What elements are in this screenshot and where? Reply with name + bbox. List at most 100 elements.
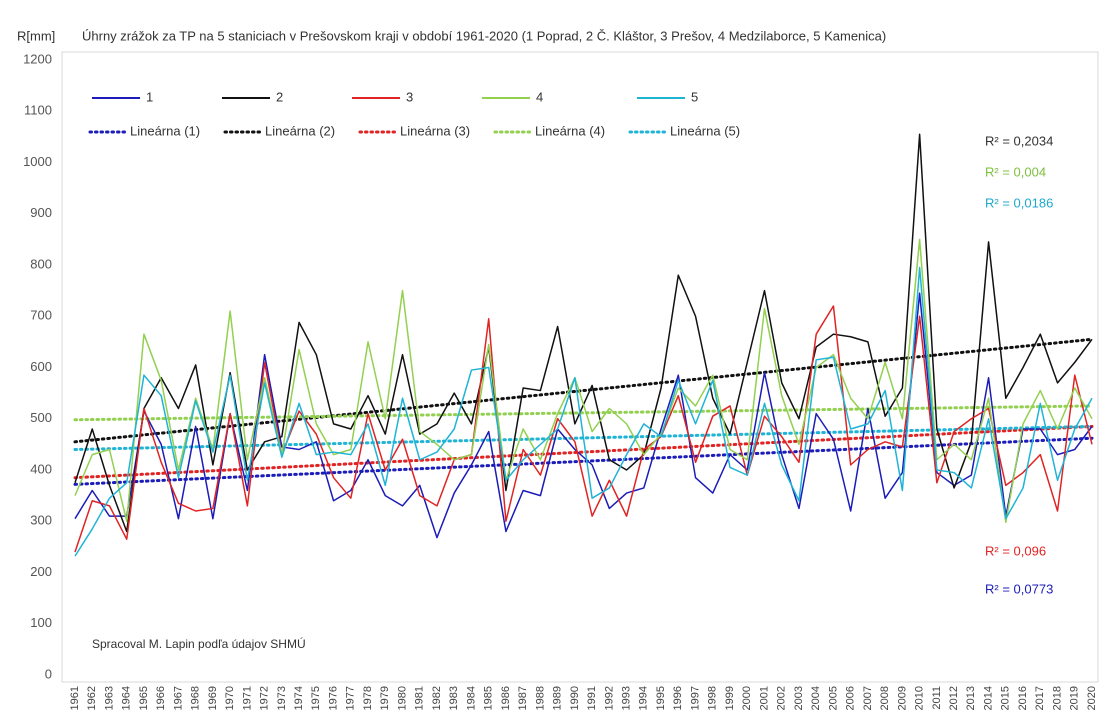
x-tick-label: 2008 <box>879 686 891 710</box>
y-tick-label: 1000 <box>23 154 52 169</box>
x-tick-label: 1974 <box>293 686 305 710</box>
legend-label: 3 <box>406 89 413 104</box>
x-tick-label: 1975 <box>310 686 322 710</box>
x-tick-label: 2007 <box>862 686 874 710</box>
x-tick-label: 1996 <box>672 686 684 710</box>
x-tick-label: 1986 <box>500 686 512 710</box>
y-tick-label: 800 <box>30 256 52 271</box>
x-tick-label: 1965 <box>138 686 150 710</box>
series-line <box>74 266 1093 557</box>
x-tick-label: 1988 <box>534 686 546 710</box>
legend-label: Lineárna (5) <box>670 123 740 138</box>
y-tick-label: 0 <box>45 666 52 681</box>
y-tick-label: 700 <box>30 308 52 323</box>
x-tick-label: 2001 <box>758 686 770 710</box>
x-tick-label: 1984 <box>465 686 477 710</box>
x-tick-label: 1967 <box>172 686 184 710</box>
x-tick-label: 1993 <box>620 686 632 710</box>
x-tick-label: 2003 <box>793 686 805 710</box>
chart-title: Úhrny zrážok za TP na 5 staniciach v Pre… <box>82 28 886 43</box>
x-tick-label: 1977 <box>345 686 357 710</box>
legend-label: 2 <box>276 89 283 104</box>
x-tick-label: 1970 <box>224 686 236 710</box>
x-tick-label: 2019 <box>1069 686 1081 710</box>
x-tick-label: 1991 <box>586 686 598 710</box>
annotation: R² = 0,0773 <box>985 581 1053 596</box>
x-tick-label: 2010 <box>914 686 926 710</box>
x-tick-label: 1998 <box>707 686 719 710</box>
legend-label: 5 <box>691 89 698 104</box>
legend-label: Lineárna (3) <box>400 123 470 138</box>
x-tick-label: 2018 <box>1051 686 1063 710</box>
x-tick-label: 2013 <box>965 686 977 710</box>
y-tick-label: 900 <box>30 205 52 220</box>
x-tick-label: 2005 <box>827 686 839 710</box>
y-tick-label: 200 <box>30 564 52 579</box>
x-tick-label: 1989 <box>552 686 564 710</box>
legend-label: 4 <box>536 89 543 104</box>
legend-label: Lineárna (1) <box>130 123 200 138</box>
x-tick-label: 1992 <box>603 686 615 710</box>
x-tick-label: 1969 <box>207 686 219 710</box>
annotation: R² = 0,0186 <box>985 195 1053 210</box>
series-line <box>74 305 1093 553</box>
x-tick-label: 1983 <box>448 686 460 710</box>
trend-line <box>73 404 1094 422</box>
x-tick-label: 1978 <box>362 686 374 710</box>
y-tick-label: 500 <box>30 410 52 425</box>
y-tick-label: 300 <box>30 513 52 528</box>
annotation: R² = 0,004 <box>985 164 1046 179</box>
credit: Spracoval M. Lapin podľa údajov SHMÚ <box>92 636 306 651</box>
series-line <box>74 238 1093 524</box>
x-tick-label: 1971 <box>241 686 253 710</box>
x-tick-label: 2016 <box>1017 686 1029 710</box>
legend-label: Lineárna (2) <box>265 123 335 138</box>
y-tick-label: 400 <box>30 461 52 476</box>
x-tick-label: 2009 <box>896 686 908 710</box>
x-tick-label: 1981 <box>414 686 426 710</box>
y-tick-label: 100 <box>30 615 52 630</box>
x-tick-label: 1964 <box>121 686 133 710</box>
x-tick-label: 2015 <box>1000 686 1012 710</box>
legend-label: Lineárna (4) <box>535 123 605 138</box>
x-tick-label: 2006 <box>845 686 857 710</box>
y-tick-label: 1200 <box>23 51 52 66</box>
x-tick-label: 1962 <box>86 686 98 710</box>
y-tick-label: 600 <box>30 359 52 374</box>
x-tick-label: 2012 <box>948 686 960 710</box>
x-tick-label: 2014 <box>982 686 994 710</box>
trend-line <box>73 424 1094 480</box>
x-tick-label: 1979 <box>379 686 391 710</box>
x-tick-label: 1999 <box>724 686 736 710</box>
x-tick-label: 2002 <box>776 686 788 710</box>
x-tick-label: 1985 <box>483 686 495 710</box>
y-axis-label: R[mm] <box>17 28 55 43</box>
annotation: R² = 0,096 <box>985 543 1046 558</box>
x-tick-label: 1972 <box>259 686 271 710</box>
x-tick-label: 2011 <box>931 686 943 710</box>
x-tick-label: 1987 <box>517 686 529 710</box>
x-tick-label: 2020 <box>1086 686 1098 710</box>
x-tick-label: 1994 <box>638 686 650 710</box>
x-tick-label: 1973 <box>276 686 288 710</box>
x-tick-label: 1976 <box>327 686 339 710</box>
x-tick-label: 1995 <box>655 686 667 710</box>
x-tick-label: 1963 <box>103 686 115 710</box>
trend-line <box>73 337 1094 444</box>
x-tick-label: 1966 <box>155 686 167 710</box>
x-tick-label: 2004 <box>810 686 822 710</box>
plot-frame <box>61 51 1099 683</box>
legend-label: 1 <box>146 89 153 104</box>
series-line <box>74 292 1093 539</box>
x-tick-label: 1980 <box>396 686 408 710</box>
y-tick-label: 1100 <box>24 103 52 118</box>
x-tick-label: 1982 <box>431 686 443 710</box>
x-tick-label: 1961 <box>69 686 81 710</box>
x-tick-label: 1997 <box>689 686 701 710</box>
x-tick-label: 2017 <box>1034 686 1046 710</box>
annotation: R² = 0,2034 <box>985 133 1053 148</box>
x-tick-label: 2000 <box>741 686 753 710</box>
x-tick-label: 1990 <box>569 686 581 710</box>
x-tick-label: 1968 <box>190 686 202 710</box>
